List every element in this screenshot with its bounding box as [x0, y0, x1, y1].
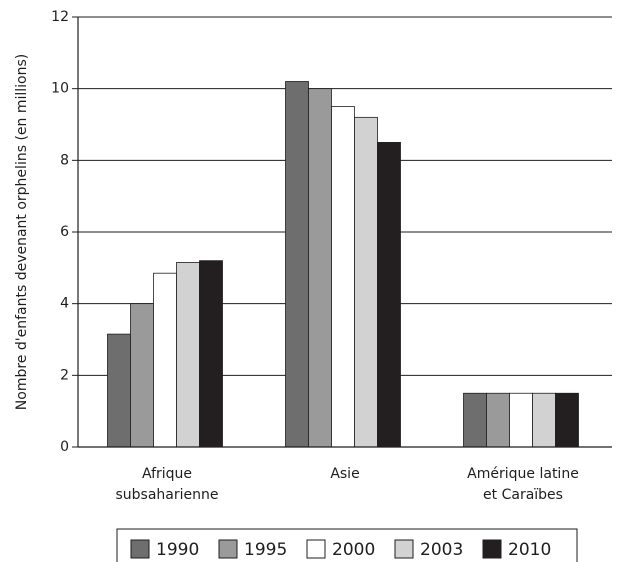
- y-tick-label: 8: [60, 152, 69, 168]
- legend-label-2010: 2010: [508, 540, 551, 560]
- y-tick-label: 6: [60, 224, 69, 240]
- legend-swatch-2010: [482, 539, 502, 559]
- legend-label-2000: 2000: [332, 540, 375, 560]
- legend-swatch-1990: [130, 539, 150, 559]
- legend-label-1990: 1990: [156, 540, 199, 560]
- y-tick-label: 10: [51, 81, 69, 97]
- legend-swatch-1995: [218, 539, 238, 559]
- category-labels: Afrique subsaharienne Asie Amérique latine e…: [116, 466, 579, 503]
- bar-2000: [153, 272, 177, 448]
- category-label: subsaharienne: [116, 487, 219, 503]
- y-tick-label: 12: [51, 9, 69, 25]
- bar-2010: [555, 392, 579, 448]
- bar-1995: [308, 88, 332, 448]
- bars: [107, 81, 579, 448]
- category-label: et Caraïbes: [483, 487, 563, 503]
- y-tick-label: 2: [60, 367, 69, 383]
- category-label: Afrique: [142, 466, 192, 482]
- bar-2000: [509, 392, 533, 448]
- y-tick-labels: 0 2 4 6 8 10 12: [51, 9, 69, 455]
- category-label: Amérique latine: [467, 466, 579, 482]
- bar-2010: [377, 142, 401, 448]
- legend: 1990 1995 2000 2003 2010: [116, 528, 578, 562]
- legend-label-1995: 1995: [244, 540, 287, 560]
- bar-1990: [107, 333, 131, 448]
- bar-2003: [532, 392, 556, 448]
- legend-label-2003: 2003: [420, 540, 463, 560]
- bar-1990: [463, 392, 487, 448]
- bar-1995: [130, 303, 154, 448]
- bar-2003: [176, 262, 200, 448]
- axes: [72, 16, 612, 448]
- bar-2003: [354, 116, 378, 448]
- bar-2000: [331, 106, 355, 448]
- legend-swatch-2000: [306, 539, 326, 559]
- bar-2010: [199, 260, 223, 448]
- legend-swatch-2003: [394, 539, 414, 559]
- y-tick-label: 4: [60, 296, 69, 312]
- category-label: Asie: [330, 466, 359, 482]
- bar-1995: [486, 392, 510, 448]
- bar-1990: [285, 81, 309, 448]
- y-axis-title: Nombre d'enfants devenant orphelins (en …: [14, 54, 30, 410]
- y-tick-label: 0: [60, 439, 69, 455]
